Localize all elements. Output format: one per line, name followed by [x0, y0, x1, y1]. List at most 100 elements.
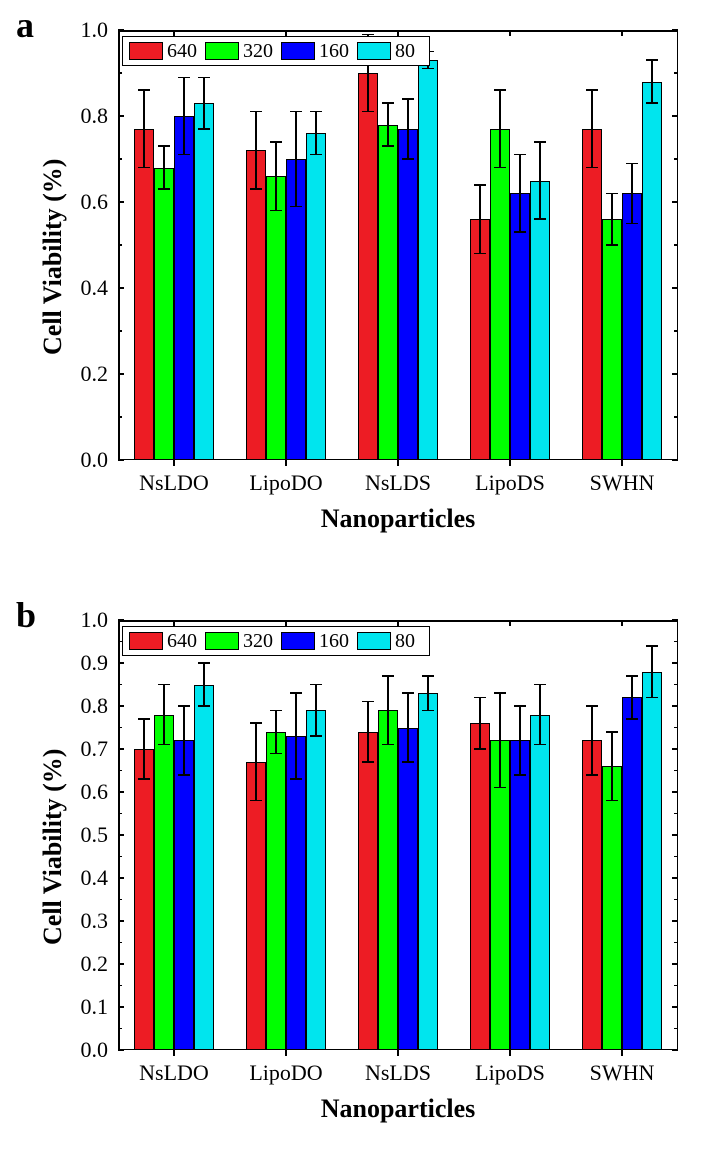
- legend-label: 640: [167, 630, 197, 653]
- x-tick: [285, 1050, 287, 1056]
- error-bar: [315, 685, 317, 737]
- x-tick: [621, 1050, 623, 1056]
- error-bar-cap: [534, 218, 546, 220]
- error-bar-cap: [158, 744, 170, 746]
- error-bar-cap: [310, 154, 322, 156]
- panel-label: a: [16, 4, 34, 46]
- bar: [174, 740, 194, 1050]
- panel-a: a0.00.20.40.60.81.0Cell Viability (%)NsL…: [0, 0, 718, 560]
- legend-swatch: [205, 632, 239, 650]
- error-bar-cap: [290, 111, 302, 113]
- legend-label: 640: [167, 40, 197, 63]
- error-bar-cap: [534, 684, 546, 686]
- x-tick-label: SWHN: [572, 1060, 672, 1086]
- y-tick: [118, 115, 124, 117]
- bar: [154, 715, 174, 1050]
- error-bar: [407, 693, 409, 762]
- legend-label: 80: [395, 630, 415, 653]
- y-tick: [672, 619, 678, 621]
- bar: [510, 740, 530, 1050]
- y-minor-tick: [674, 158, 678, 160]
- error-bar-cap: [606, 193, 618, 195]
- error-bar-cap: [198, 662, 210, 664]
- error-bar-cap: [422, 710, 434, 712]
- x-tick-label: NsLDO: [124, 470, 224, 496]
- x-tick: [285, 460, 287, 466]
- y-tick: [672, 920, 678, 922]
- bar: [490, 129, 510, 460]
- legend: 640 320 160 80: [122, 626, 430, 656]
- y-minor-tick: [118, 942, 122, 944]
- x-tick: [173, 1050, 175, 1056]
- error-bar-cap: [402, 761, 414, 763]
- x-tick-label: LipoDS: [460, 470, 560, 496]
- x-tick: [509, 460, 511, 466]
- bar: [358, 732, 378, 1050]
- y-minor-tick: [674, 72, 678, 74]
- error-bar-cap: [606, 800, 618, 802]
- error-bar-cap: [402, 158, 414, 160]
- x-tick-label: NsLDO: [124, 1060, 224, 1086]
- x-tick: [173, 460, 175, 466]
- error-bar-cap: [586, 89, 598, 91]
- y-minor-tick: [674, 1028, 678, 1030]
- error-bar: [143, 90, 145, 167]
- error-bar-cap: [514, 774, 526, 776]
- error-bar: [651, 60, 653, 103]
- error-bar-cap: [138, 778, 150, 780]
- plot-area: [118, 620, 678, 1050]
- error-bar: [203, 663, 205, 706]
- y-tick: [118, 705, 124, 707]
- error-bar-cap: [382, 675, 394, 677]
- error-bar: [499, 693, 501, 788]
- y-minor-tick: [118, 770, 122, 772]
- y-tick: [672, 373, 678, 375]
- error-bar-cap: [198, 128, 210, 130]
- legend-label: 320: [243, 40, 273, 63]
- y-tick: [118, 748, 124, 750]
- error-bar-cap: [494, 692, 506, 694]
- error-bar-cap: [310, 111, 322, 113]
- legend-swatch: [281, 632, 315, 650]
- error-bar-cap: [514, 705, 526, 707]
- y-minor-tick: [674, 330, 678, 332]
- legend-item: 320: [205, 630, 273, 653]
- error-bar: [539, 685, 541, 745]
- error-bar-cap: [270, 141, 282, 143]
- error-bar-cap: [270, 210, 282, 212]
- page-root: a0.00.20.40.60.81.0Cell Viability (%)NsL…: [0, 0, 718, 1165]
- error-bar-cap: [250, 111, 262, 113]
- legend-label: 160: [319, 40, 349, 63]
- legend-item: 640: [129, 630, 197, 653]
- x-tick-label: LipoDO: [236, 470, 336, 496]
- y-tick-label: 0.2: [58, 361, 108, 387]
- error-bar-cap: [494, 167, 506, 169]
- error-bar: [387, 676, 389, 745]
- error-bar-cap: [626, 718, 638, 720]
- y-tick-label: 0.1: [58, 994, 108, 1020]
- bar: [622, 193, 642, 460]
- error-bar-cap: [626, 163, 638, 165]
- x-tick-label: NsLDS: [348, 470, 448, 496]
- y-tick: [118, 1006, 124, 1008]
- y-tick: [118, 201, 124, 203]
- y-minor-tick: [118, 899, 122, 901]
- y-minor-tick: [118, 416, 122, 418]
- y-minor-tick: [674, 416, 678, 418]
- error-bar: [479, 185, 481, 254]
- error-bar-cap: [474, 253, 486, 255]
- legend-label: 320: [243, 630, 273, 653]
- y-minor-tick: [118, 684, 122, 686]
- bar: [154, 168, 174, 460]
- error-bar-cap: [158, 145, 170, 147]
- bar: [530, 715, 550, 1050]
- y-minor-tick: [674, 727, 678, 729]
- error-bar-cap: [270, 710, 282, 712]
- y-tick-label: 0.9: [58, 650, 108, 676]
- legend-label: 160: [319, 630, 349, 653]
- legend-swatch: [357, 632, 391, 650]
- error-bar-cap: [178, 774, 190, 776]
- error-bar-cap: [474, 748, 486, 750]
- error-bar-cap: [646, 59, 658, 61]
- legend-item: 80: [357, 40, 415, 63]
